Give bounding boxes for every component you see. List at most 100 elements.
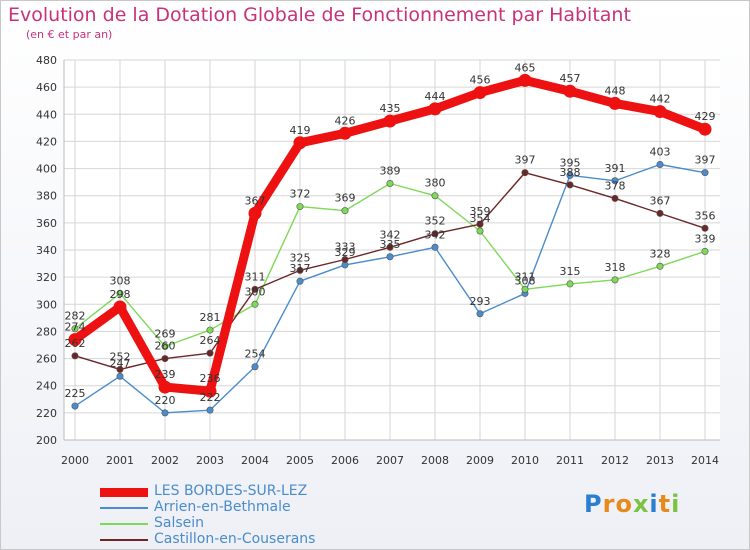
data-point xyxy=(431,243,439,251)
x-tick-label: 2004 xyxy=(241,454,269,467)
data-label: 342 xyxy=(380,228,401,241)
x-tick-label: 2010 xyxy=(511,454,539,467)
data-label: 448 xyxy=(605,84,626,97)
data-point xyxy=(116,289,124,297)
data-label: 333 xyxy=(335,241,356,254)
data-point xyxy=(158,380,172,394)
data-label: 236 xyxy=(200,372,221,385)
logo-letter: i xyxy=(649,490,659,518)
data-label: 389 xyxy=(380,165,401,178)
data-point xyxy=(248,206,262,220)
data-label: 388 xyxy=(560,166,581,179)
data-point xyxy=(203,384,217,398)
data-point xyxy=(71,402,79,410)
data-point xyxy=(71,352,79,360)
y-tick-label: 240 xyxy=(36,380,57,393)
data-label: 367 xyxy=(650,194,671,207)
data-label: 225 xyxy=(65,387,86,400)
data-label: 315 xyxy=(560,265,581,278)
data-point xyxy=(296,277,304,285)
data-label: 222 xyxy=(200,391,221,404)
data-label: 281 xyxy=(200,311,221,324)
data-label: 359 xyxy=(470,205,491,218)
x-tick-label: 2005 xyxy=(286,454,314,467)
x-tick-label: 2013 xyxy=(646,454,674,467)
x-tick-label: 2003 xyxy=(196,454,224,467)
data-point xyxy=(386,243,394,251)
data-label: 308 xyxy=(110,274,131,287)
data-point xyxy=(161,409,169,417)
data-point xyxy=(656,209,664,217)
logo-letter: P xyxy=(584,490,603,518)
data-point xyxy=(521,285,529,293)
y-tick-label: 340 xyxy=(36,244,57,257)
data-label: 397 xyxy=(695,154,716,167)
data-point xyxy=(341,255,349,263)
data-point xyxy=(386,180,394,188)
legend-label: Arrien-en-Bethmale xyxy=(154,499,291,515)
data-point xyxy=(251,285,259,293)
data-label: 419 xyxy=(290,124,311,137)
y-tick-label: 400 xyxy=(36,163,57,176)
y-tick-label: 220 xyxy=(36,407,57,420)
data-label: 352 xyxy=(425,215,446,228)
data-point xyxy=(611,177,619,185)
x-tick-label: 2008 xyxy=(421,454,449,467)
data-point xyxy=(611,276,619,284)
data-point xyxy=(161,355,169,363)
data-label: 317 xyxy=(290,262,311,275)
data-point xyxy=(521,169,529,177)
y-tick-label: 200 xyxy=(36,434,57,447)
data-label: 220 xyxy=(155,394,176,407)
data-point xyxy=(206,406,214,414)
data-label: 300 xyxy=(245,285,266,298)
data-label: 252 xyxy=(110,350,131,363)
data-point xyxy=(68,333,82,347)
data-point xyxy=(116,372,124,380)
data-label: 342 xyxy=(425,228,446,241)
y-tick-label: 380 xyxy=(36,190,57,203)
legend-swatch xyxy=(100,539,148,541)
data-label: 274 xyxy=(65,321,86,334)
data-point xyxy=(428,102,442,116)
data-point xyxy=(701,247,709,255)
data-label: 254 xyxy=(245,348,266,361)
data-point xyxy=(701,169,709,177)
data-point xyxy=(653,105,667,119)
data-label: 335 xyxy=(380,238,401,251)
data-point xyxy=(611,194,619,202)
y-tick-label: 480 xyxy=(36,54,57,67)
data-label: 311 xyxy=(515,270,536,283)
logo-letter: o xyxy=(615,490,633,518)
data-point xyxy=(476,310,484,318)
x-tick-label: 2001 xyxy=(106,454,134,467)
data-label: 457 xyxy=(560,72,581,85)
data-point xyxy=(431,192,439,200)
x-tick-label: 2012 xyxy=(601,454,629,467)
data-point xyxy=(293,136,307,150)
legend-label: Salsein xyxy=(154,515,205,531)
y-tick-label: 260 xyxy=(36,353,57,366)
y-tick-label: 460 xyxy=(36,81,57,94)
data-point xyxy=(566,171,574,179)
data-label: 262 xyxy=(65,337,86,350)
data-point xyxy=(608,96,622,110)
data-point xyxy=(656,161,664,169)
data-label: 269 xyxy=(155,327,176,340)
data-point xyxy=(473,86,487,100)
data-label: 318 xyxy=(605,261,626,274)
data-label: 380 xyxy=(425,177,446,190)
data-point xyxy=(251,300,259,308)
data-point xyxy=(296,266,304,274)
x-tick-label: 2011 xyxy=(556,454,584,467)
data-point xyxy=(563,84,577,98)
data-label: 264 xyxy=(200,334,221,347)
data-point xyxy=(251,363,259,371)
data-label: 260 xyxy=(155,340,176,353)
x-tick-label: 2009 xyxy=(466,454,494,467)
data-point xyxy=(161,342,169,350)
y-tick-label: 300 xyxy=(36,298,57,311)
data-label: 298 xyxy=(110,288,131,301)
x-tick-label: 2002 xyxy=(151,454,179,467)
